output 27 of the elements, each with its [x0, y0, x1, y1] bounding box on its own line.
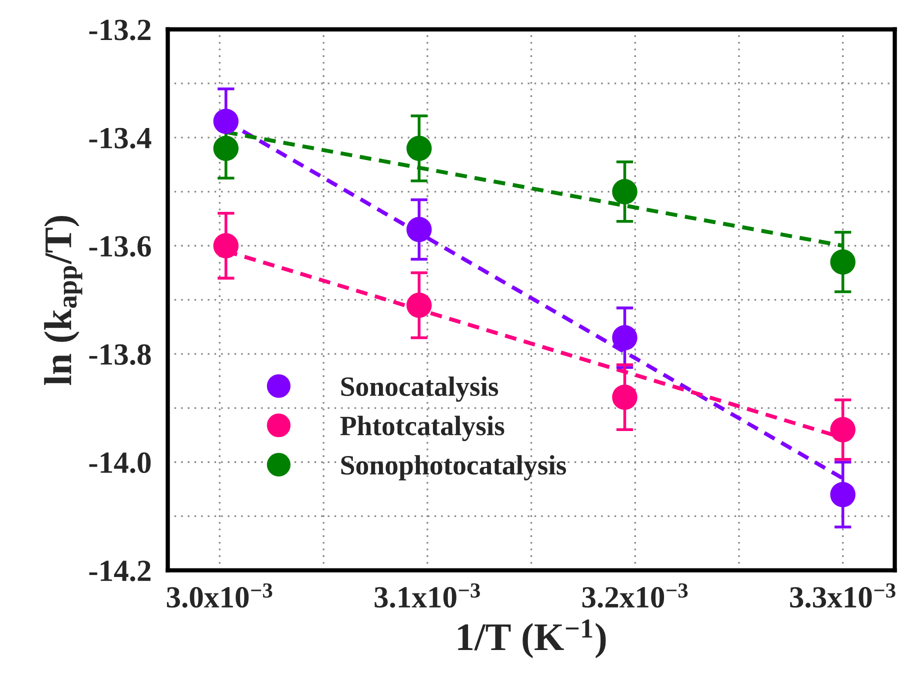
y-tick-label: -14.0: [89, 452, 151, 474]
x-tick-label: 3.3x10$^{−3}$: [790, 583, 896, 608]
x-axis-title: 1/T (K$^{−1}$): [458, 620, 606, 658]
point: [406, 136, 432, 161]
point: [830, 417, 856, 442]
x-tick-label: 3.1x10$^{−3}$: [374, 583, 480, 608]
legend-label: Sonocatalysis: [341, 376, 498, 402]
y-axis-title: ln (k$_{app}$/T): [44, 216, 82, 386]
point: [406, 216, 432, 242]
y-tick-label: -13.6: [89, 236, 151, 257]
y-tick-label: -13.4: [89, 128, 152, 149]
x-tick-label: 3.0x10$^{−3}$: [166, 583, 272, 608]
y-tick-label: -13.2: [89, 20, 150, 40]
legend-label: Phtotcatalysis: [340, 416, 504, 442]
legend-label: Sonophotocatalysis: [341, 455, 566, 480]
point: [406, 292, 432, 318]
x-tick-label: 3.2x10$^{−3}$: [582, 583, 688, 608]
y-tick-label: -13.8: [89, 344, 151, 365]
point: [213, 233, 239, 258]
y-tick-label: -14.2: [89, 560, 150, 582]
point: [830, 249, 856, 275]
point: [612, 384, 638, 410]
point: [612, 325, 638, 350]
point: [830, 482, 856, 508]
point: [612, 179, 638, 204]
point: [213, 136, 239, 161]
point: [213, 108, 239, 134]
